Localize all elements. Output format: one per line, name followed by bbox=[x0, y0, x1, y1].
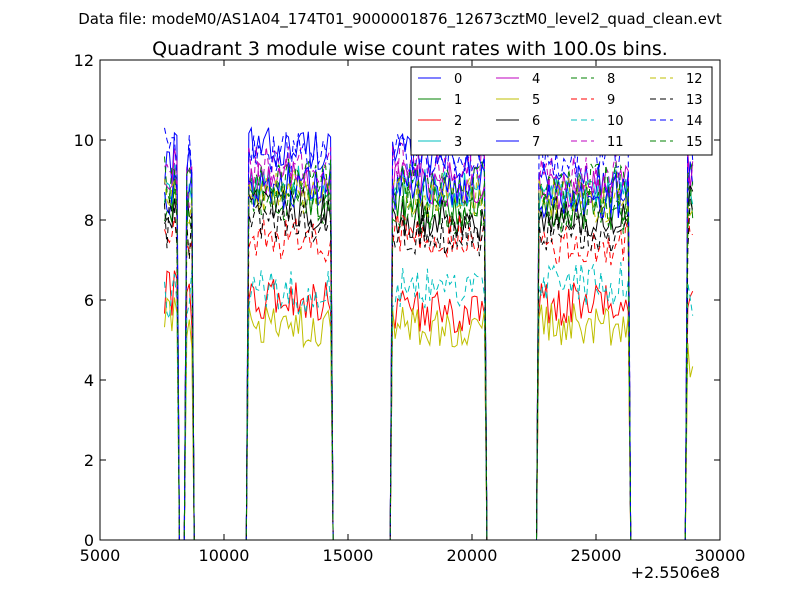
y-tick-label: 6 bbox=[84, 291, 94, 310]
legend-label-8: 8 bbox=[607, 72, 615, 87]
series-layer bbox=[164, 126, 694, 541]
y-tick-label: 4 bbox=[84, 371, 94, 390]
x-tick-label: 20000 bbox=[447, 546, 498, 565]
y-tick-label: 0 bbox=[84, 531, 94, 550]
legend-label-14: 14 bbox=[686, 114, 703, 129]
legend-label-0: 0 bbox=[454, 72, 462, 87]
legend-label-7: 7 bbox=[532, 135, 540, 150]
x-tick-label: 15000 bbox=[323, 546, 374, 565]
legend-label-3: 3 bbox=[454, 135, 462, 150]
x-offset-label: +2.5506e8 bbox=[631, 563, 720, 582]
x-tick-label: 5000 bbox=[80, 546, 121, 565]
x-tick-label: 30000 bbox=[695, 546, 746, 565]
legend-label-9: 9 bbox=[607, 93, 615, 108]
series-line-12 bbox=[164, 168, 694, 541]
series-line-13 bbox=[164, 198, 694, 541]
x-tick-label: 10000 bbox=[199, 546, 250, 565]
plot-frame bbox=[99, 59, 721, 541]
legend-label-4: 4 bbox=[532, 72, 540, 87]
series-line-8 bbox=[164, 181, 694, 541]
y-tick-label: 10 bbox=[74, 131, 94, 150]
legend-label-2: 2 bbox=[454, 114, 462, 129]
y-tick-label: 2 bbox=[84, 451, 94, 470]
legend-label-1: 1 bbox=[454, 93, 462, 108]
legend-label-5: 5 bbox=[532, 93, 540, 108]
y-tick-label: 8 bbox=[84, 211, 94, 230]
legend-label-12: 12 bbox=[686, 72, 703, 87]
legend-label-10: 10 bbox=[607, 114, 624, 129]
legend-label-15: 15 bbox=[686, 135, 703, 150]
series-line-9 bbox=[164, 214, 693, 541]
series-line-14 bbox=[164, 127, 694, 541]
figure-suptitle: Data file: modeM0/AS1A04_174T01_90000018… bbox=[78, 10, 722, 29]
series-line-5 bbox=[164, 297, 694, 541]
legend-label-11: 11 bbox=[607, 135, 624, 150]
y-tick-label: 12 bbox=[74, 51, 94, 70]
x-tick-label: 25000 bbox=[571, 546, 622, 565]
legend-box bbox=[410, 66, 713, 156]
legend-label-13: 13 bbox=[686, 93, 703, 108]
legend-label-6: 6 bbox=[532, 114, 540, 129]
series-line-10 bbox=[164, 262, 694, 541]
chart-title: Quadrant 3 module wise count rates with … bbox=[152, 38, 668, 60]
series-line-15 bbox=[164, 156, 694, 541]
